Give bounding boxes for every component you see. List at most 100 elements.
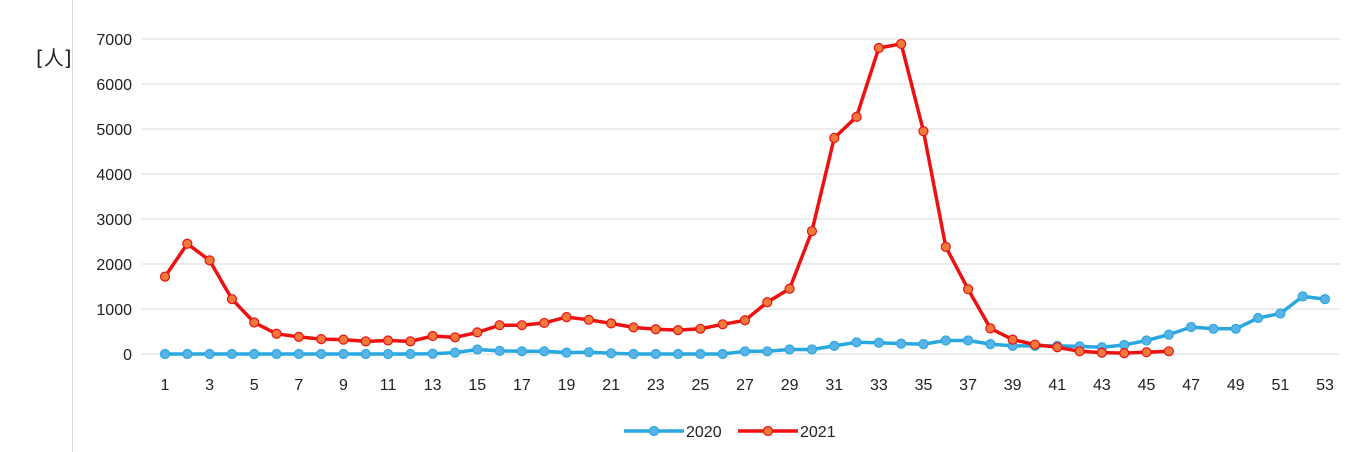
legend-2021-label: 2021 (800, 424, 836, 441)
y-tick-5000: 5000 (96, 122, 132, 139)
x-tick-9: 9 (339, 377, 348, 394)
series-2021-point-19 (562, 313, 571, 322)
series-2020-point-3 (205, 350, 214, 359)
series-2020-point-37 (964, 336, 973, 345)
x-tick-21: 21 (602, 377, 620, 394)
series-2021-line (165, 44, 1169, 353)
series-2020-point-24 (674, 350, 683, 359)
series-2021-point-30 (807, 227, 816, 236)
series-2021-point-10 (361, 337, 370, 346)
series-2021-point-5 (250, 318, 259, 327)
x-tick-41: 41 (1048, 377, 1066, 394)
series-2020-point-48 (1209, 324, 1218, 333)
series-2020-point-52 (1298, 292, 1307, 301)
x-tick-5: 5 (250, 377, 259, 394)
x-tick-43: 43 (1093, 377, 1111, 394)
x-tick-47: 47 (1182, 377, 1200, 394)
x-tick-35: 35 (915, 377, 933, 394)
series-2020-point-13 (428, 349, 437, 358)
series-2021-point-22 (629, 323, 638, 332)
series-2021-point-25 (696, 324, 705, 333)
series-2020-point-23 (651, 350, 660, 359)
series-2021-point-37 (964, 285, 973, 294)
series-2021-point-44 (1120, 349, 1129, 358)
series-2021-point-34 (897, 39, 906, 48)
x-tick-31: 31 (825, 377, 843, 394)
series-2021-point-32 (852, 112, 861, 121)
x-tick-27: 27 (736, 377, 754, 394)
x-tick-19: 19 (558, 377, 576, 394)
gridlines (142, 39, 1340, 354)
series-2021-point-8 (317, 335, 326, 344)
series-2020-point-9 (339, 350, 348, 359)
series-2020-point-29 (785, 345, 794, 354)
x-tick-39: 39 (1004, 377, 1022, 394)
series-2021-point-12 (406, 337, 415, 346)
series-2020-point-5 (250, 350, 259, 359)
series-2020-point-16 (495, 346, 504, 355)
y-tick-6000: 6000 (96, 77, 132, 94)
y-tick-3000: 3000 (96, 212, 132, 229)
legend-2021-marker (764, 427, 773, 436)
series-2021-point-4 (227, 295, 236, 304)
series-2021-point-3 (205, 256, 214, 265)
legend-2020-marker (650, 427, 659, 436)
series-2021-point-39 (1008, 335, 1017, 344)
legend: 2020 2021 (624, 424, 836, 441)
series-2021-point-1 (161, 272, 170, 281)
series-2020-point-20 (584, 348, 593, 357)
series-2021-point-16 (495, 321, 504, 330)
series-2020-point-46 (1164, 330, 1173, 339)
series-2021-point-26 (718, 320, 727, 329)
series-2021-point-15 (473, 328, 482, 337)
series-2020-point-6 (272, 350, 281, 359)
series-2021-point-11 (384, 336, 393, 345)
series-2020-point-11 (384, 350, 393, 359)
x-tick-11: 11 (380, 377, 397, 394)
x-tick-53: 53 (1316, 377, 1334, 394)
x-tick-37: 37 (959, 377, 977, 394)
series-2021-point-17 (517, 321, 526, 330)
series-2020-point-8 (317, 350, 326, 359)
series-2021-point-36 (941, 242, 950, 251)
series-2021-point-29 (785, 284, 794, 293)
y-tick-0: 0 (123, 347, 132, 364)
series-2020-point-27 (741, 347, 750, 356)
y-tick-4000: 4000 (96, 167, 132, 184)
series-2021-point-23 (651, 325, 660, 334)
series-2020-point-26 (718, 350, 727, 359)
series-2020-point-45 (1142, 336, 1151, 345)
series-2021-point-31 (830, 134, 839, 143)
series-2020-point-1 (161, 350, 170, 359)
series-2021-point-43 (1097, 348, 1106, 357)
x-tick-49: 49 (1227, 377, 1245, 394)
y-tick-1000: 1000 (96, 302, 132, 319)
series-2020-point-38 (986, 340, 995, 349)
series-2020-point-30 (807, 345, 816, 354)
y-tick-7000: 7000 (96, 32, 132, 49)
series-2021-point-14 (451, 333, 460, 342)
series-2021-point-40 (1031, 340, 1040, 349)
x-tick-51: 51 (1271, 377, 1289, 394)
x-tick-13: 13 (424, 377, 442, 394)
series-2020-point-47 (1187, 323, 1196, 332)
x-tick-15: 15 (468, 377, 486, 394)
x-tick-29: 29 (781, 377, 799, 394)
series-2021-point-33 (874, 44, 883, 53)
series-2020-point-33 (874, 338, 883, 347)
series-2020-point-31 (830, 341, 839, 350)
y-tick-2000: 2000 (96, 257, 132, 274)
x-tick-labels: 1 3 5 7 9 11 13 15 17 19 21 23 25 27 29 31 33 35 37 39 41 43 4… (161, 377, 1334, 394)
series-2020-point-49 (1231, 324, 1240, 333)
series-2020-point-35 (919, 340, 928, 349)
series-2020-point-50 (1254, 314, 1263, 323)
series-2020-point-18 (540, 347, 549, 356)
series-2021-point-42 (1075, 347, 1084, 356)
x-tick-33: 33 (870, 377, 888, 394)
series-2021-point-9 (339, 335, 348, 344)
series-2020-point-28 (763, 347, 772, 356)
series-2020-point-34 (897, 339, 906, 348)
series-2020-point-53 (1321, 295, 1330, 304)
series-2020-point-36 (941, 336, 950, 345)
